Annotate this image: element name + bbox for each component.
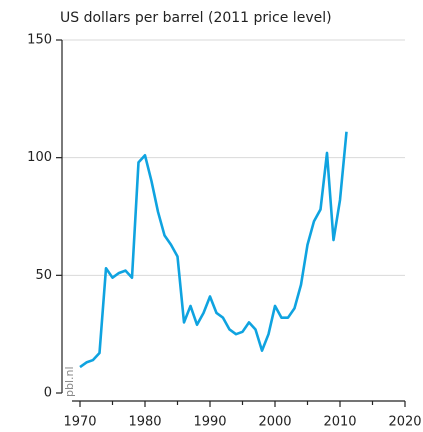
y-tick-label: 0	[44, 386, 52, 401]
x-tick-label: 2010	[323, 415, 356, 430]
data-line	[79, 131, 348, 369]
x-tick-label: 1990	[193, 415, 226, 430]
x-tick-label: 1970	[63, 415, 96, 430]
x-tick-label: 2000	[258, 415, 291, 430]
y-tick-label: 150	[27, 33, 52, 48]
chart-title: US dollars per barrel (2011 price level)	[60, 10, 332, 26]
x-tick-label: 2020	[388, 415, 421, 430]
watermark: pbl.nl	[63, 366, 76, 397]
x-tick-label: 1980	[128, 415, 161, 430]
y-tick-label: 50	[35, 268, 52, 283]
y-tick-label: 100	[27, 150, 52, 165]
